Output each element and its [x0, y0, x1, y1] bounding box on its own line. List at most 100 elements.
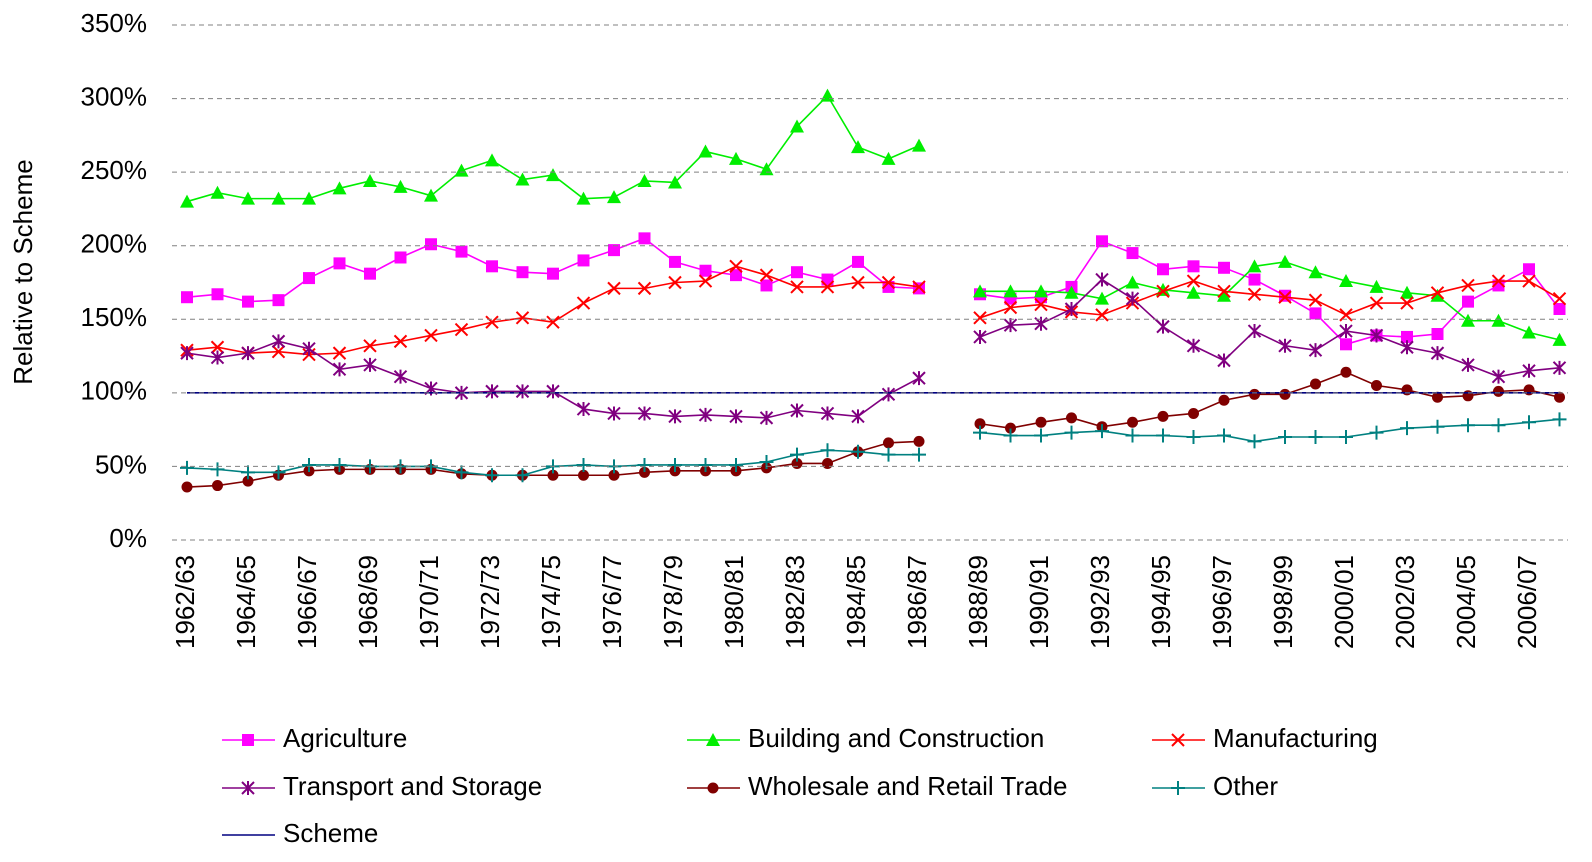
marker	[302, 341, 316, 356]
marker	[637, 457, 652, 472]
marker	[515, 468, 530, 483]
marker	[242, 475, 254, 487]
marker	[576, 402, 591, 417]
marker	[546, 384, 560, 399]
marker	[729, 409, 743, 424]
marker	[1279, 289, 1291, 302]
marker	[1369, 296, 1384, 310]
marker	[1309, 307, 1322, 320]
marker	[1523, 263, 1535, 276]
marker	[668, 275, 682, 290]
marker	[820, 280, 835, 294]
marker	[973, 311, 987, 325]
marker	[607, 406, 621, 421]
x-tick-label: 1982/83	[780, 555, 810, 649]
legend-item: Agriculture	[222, 723, 407, 753]
marker	[546, 315, 560, 329]
marker	[1278, 430, 1292, 444]
marker	[1095, 308, 1109, 322]
marker	[210, 185, 225, 199]
marker	[485, 468, 499, 483]
marker	[1461, 278, 1475, 293]
legend-item: Transport and Storage	[222, 771, 542, 801]
marker	[1157, 263, 1169, 276]
legend-label: Other	[1213, 771, 1278, 801]
marker	[1491, 369, 1506, 384]
marker	[1187, 260, 1200, 273]
marker	[759, 268, 774, 282]
marker	[1278, 290, 1292, 304]
y-tick-label: 350%	[81, 8, 148, 38]
marker	[851, 140, 865, 154]
marker	[668, 409, 682, 424]
marker	[1156, 428, 1170, 443]
y-axis-label: Relative to Scheme	[8, 159, 38, 384]
marker	[393, 334, 408, 349]
marker	[271, 334, 286, 349]
x-tick-label: 1964/65	[231, 555, 261, 649]
marker	[1095, 272, 1109, 287]
marker	[607, 281, 621, 296]
marker	[698, 274, 713, 288]
marker	[1156, 319, 1170, 334]
y-tick-label: 250%	[81, 155, 148, 185]
marker	[706, 733, 720, 746]
marker	[181, 291, 193, 304]
marker	[1095, 291, 1109, 305]
marker	[1003, 428, 1018, 443]
marker	[1310, 378, 1321, 390]
marker	[424, 328, 438, 343]
marker	[1127, 416, 1138, 428]
marker	[546, 168, 560, 182]
marker	[1339, 430, 1353, 444]
marker	[790, 119, 804, 133]
marker	[637, 281, 652, 296]
marker	[1066, 412, 1077, 424]
marker	[1552, 412, 1567, 427]
marker	[1461, 357, 1475, 372]
marker	[1552, 360, 1567, 375]
plot-area	[180, 88, 1567, 493]
legend-item: Building and Construction	[687, 723, 1044, 753]
marker	[1522, 274, 1536, 288]
x-tick-label: 1988/89	[963, 555, 993, 649]
legend-label: Building and Construction	[748, 723, 1044, 753]
marker	[913, 435, 925, 447]
marker	[364, 267, 376, 280]
marker	[1125, 428, 1140, 443]
marker	[638, 232, 651, 245]
marker	[394, 251, 407, 264]
marker	[1523, 384, 1535, 396]
marker	[1339, 274, 1353, 288]
marker	[698, 457, 713, 472]
marker	[1552, 291, 1567, 306]
marker	[210, 350, 225, 365]
marker	[547, 469, 559, 481]
x-tick-label: 2000/01	[1329, 555, 1359, 649]
marker	[180, 194, 194, 208]
marker	[851, 409, 865, 424]
x-tick-label: 1990/91	[1024, 555, 1054, 649]
marker	[1096, 235, 1108, 248]
marker	[1218, 394, 1230, 406]
marker	[271, 344, 286, 359]
marker	[1034, 284, 1048, 298]
marker	[1188, 407, 1199, 419]
marker	[1249, 388, 1260, 400]
legend-item: Other	[1152, 771, 1278, 801]
marker	[820, 88, 835, 102]
marker	[393, 179, 408, 193]
marker	[576, 457, 591, 472]
marker	[1095, 424, 1109, 439]
marker	[333, 257, 346, 270]
marker	[637, 406, 652, 421]
marker	[974, 418, 986, 430]
marker	[485, 315, 499, 329]
marker	[1217, 353, 1231, 368]
marker	[608, 244, 620, 257]
marker	[332, 181, 347, 195]
legend-label: Manufacturing	[1213, 723, 1378, 753]
marker	[1217, 428, 1231, 443]
marker	[1034, 297, 1048, 312]
marker	[729, 151, 743, 165]
